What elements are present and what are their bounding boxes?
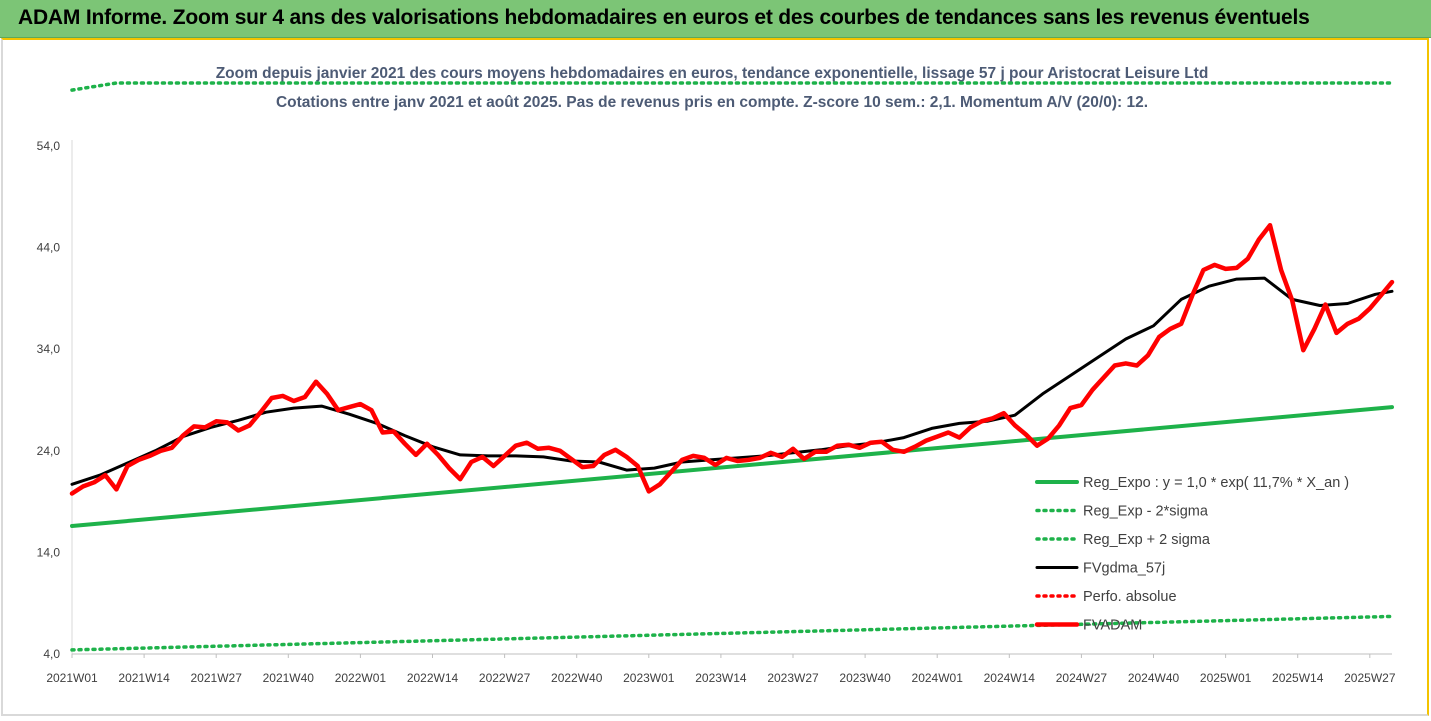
series-layer (69, 81, 1395, 652)
x-tick-label: 2024W01 (912, 671, 964, 685)
x-tick-label: 2022W14 (407, 671, 459, 685)
series-line-0 (70, 405, 1394, 528)
legend-label: Reg_Exp + 2 sigma (1083, 532, 1211, 548)
x-tick-label: 2022W01 (335, 671, 387, 685)
y-tick-label: 54,0 (37, 139, 61, 153)
y-tick-label: 24,0 (37, 444, 61, 458)
series-line-2 (70, 81, 1394, 92)
legend-label: Reg_Expo : y = 1,0 * exp( 11,7% * X_an ) (1083, 475, 1349, 491)
legend-label: FVADAM (1083, 618, 1142, 634)
y-tick-label: 14,0 (37, 545, 61, 559)
x-tick-label: 2025W01 (1200, 671, 1252, 685)
y-tick-label: 34,0 (37, 342, 61, 356)
x-tick-label: 2024W40 (1128, 671, 1180, 685)
series-line-3 (70, 276, 1394, 486)
x-tick-label: 2023W14 (695, 671, 747, 685)
chart-panel (1, 38, 1429, 716)
y-tick-label: 44,0 (37, 241, 61, 255)
x-tick-label: 2023W01 (623, 671, 675, 685)
x-tick-label: 2021W14 (118, 671, 170, 685)
x-tick-label: 2021W27 (191, 671, 243, 685)
axes: 54,0 44,0 34,0 24,0 14,0 4,0 2021W01 2021W14 202… (37, 139, 1396, 685)
legend-label: FVgdma_57j (1083, 561, 1165, 577)
legend-label: Perfo. absolue (1083, 589, 1177, 605)
x-tick-label: 2023W40 (839, 671, 891, 685)
x-tick-label: 2024W27 (1056, 671, 1108, 685)
legend: Reg_Expo : y = 1,0 * exp( 11,7% * X_an )… (1034, 475, 1349, 634)
legend-label: Reg_Exp - 2*sigma (1083, 504, 1209, 520)
x-tick-label: 2022W27 (479, 671, 531, 685)
series-line-5 (69, 222, 1395, 496)
report-title: ADAM Informe. Zoom sur 4 ans des valoris… (18, 6, 1310, 29)
x-tick-label: 2024W14 (984, 671, 1036, 685)
x-tick-label: 2023W27 (767, 671, 819, 685)
x-tick-label: 2021W01 (46, 671, 98, 685)
x-tick-label: 2025W27 (1344, 671, 1396, 685)
chart-subtitle-line-1: Zoom depuis janvier 2021 des cours moyen… (216, 65, 1209, 82)
report-banner: ADAM Informe. Zoom sur 4 ans des valoris… (0, 0, 1431, 38)
x-tick-label: 2022W40 (551, 671, 603, 685)
plot-area (72, 62, 1392, 654)
y-tick-label: 4,0 (43, 647, 60, 661)
x-tick-label: 2021W40 (263, 671, 315, 685)
x-tick-label: 2025W14 (1272, 671, 1324, 685)
series-line-1 (70, 614, 1394, 652)
chart-subtitle-line-2: Cotations entre janv 2021 et août 2025. … (276, 94, 1148, 111)
